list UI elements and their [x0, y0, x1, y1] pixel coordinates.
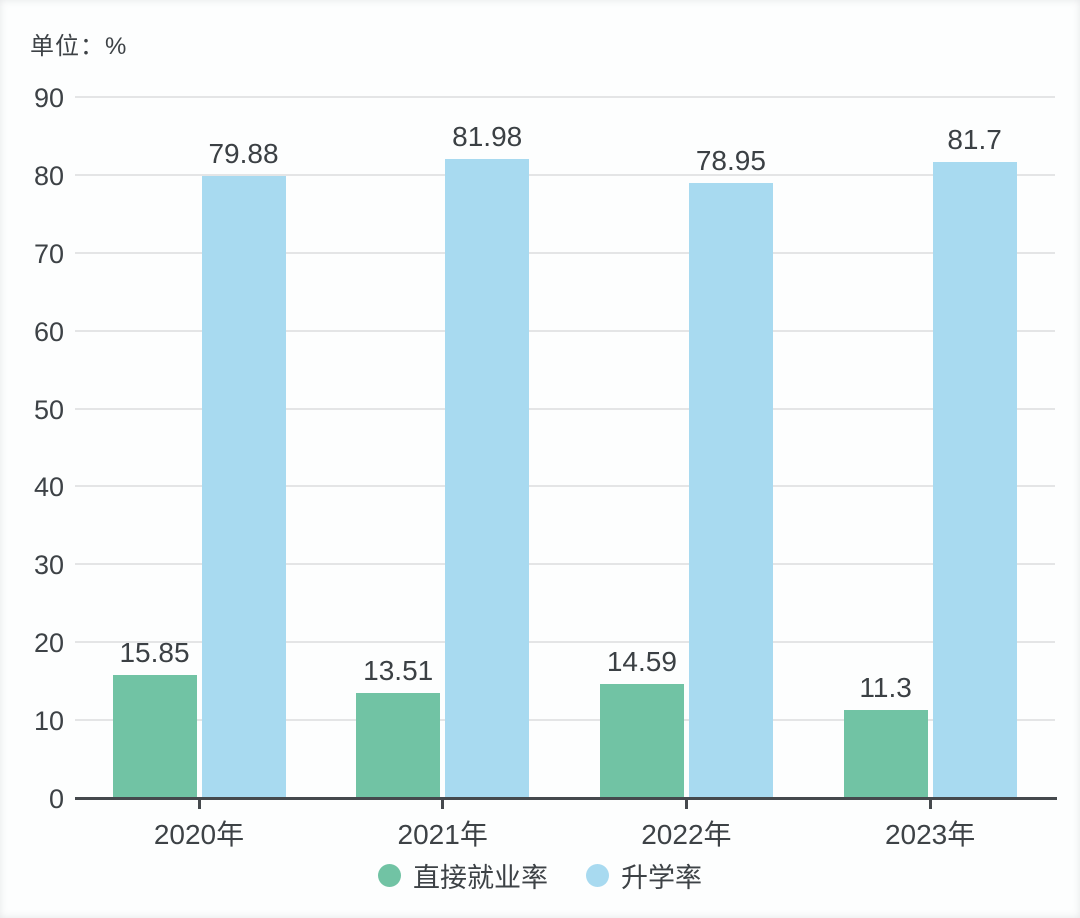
y-axis-tick-label: 60: [33, 316, 64, 347]
legend-item-升学率: 升学率: [586, 856, 702, 895]
gridline-40: [75, 485, 1055, 488]
x-axis-tick: [684, 799, 688, 809]
gridline-70: [75, 251, 1055, 254]
legend-label: 升学率: [621, 863, 702, 893]
y-axis-tick-label: 0: [48, 784, 64, 814]
gridline-10: [75, 719, 1055, 722]
bar-升学率-2022年: [688, 183, 773, 798]
bar-value-label: 81.7: [947, 123, 1002, 155]
bar-value-label: 15.85: [119, 636, 190, 668]
chart-legend: 直接就业率 升学率: [0, 856, 1080, 895]
y-axis-tick-label: 80: [33, 160, 64, 191]
gridline-30: [75, 563, 1055, 566]
bar-value-label: 11.3: [859, 671, 912, 703]
bar-value-label: 78.95: [695, 145, 766, 177]
gridline-90: [75, 96, 1055, 98]
x-axis-tick: [928, 799, 932, 809]
x-axis-tick: [197, 799, 201, 809]
x-axis-category-label: 2021年: [397, 819, 488, 850]
legend-label: 直接就业率: [413, 863, 548, 893]
y-axis-tick-label: 70: [33, 238, 64, 269]
gridline-50: [75, 407, 1055, 410]
bar-直接就业率-2022年: [599, 684, 684, 798]
bar-value-label: 81.98: [452, 121, 523, 153]
x-axis-tick: [441, 799, 445, 809]
gridline-60: [75, 329, 1055, 332]
bar-升学率-2020年: [201, 175, 286, 798]
bar-升学率-2023年: [932, 161, 1017, 798]
y-axis-tick-label: 40: [33, 472, 64, 503]
gridline-20: [75, 641, 1055, 644]
legend-item-直接就业率: 直接就业率: [378, 856, 548, 895]
x-axis-category-label: 2020年: [153, 819, 245, 850]
x-axis-category-label: 2023年: [884, 819, 976, 850]
gridline-80: [75, 173, 1055, 176]
y-axis-tick-label: 10: [33, 706, 64, 737]
unit-label: 单位：%: [30, 33, 128, 60]
legend-dot-icon: [586, 864, 609, 887]
x-axis-line: [75, 796, 1057, 800]
y-axis-tick-label: 30: [33, 550, 64, 581]
bar-value-label: 14.59: [606, 646, 677, 678]
bar-升学率-2021年: [445, 159, 530, 798]
bar-直接就业率-2020年: [112, 674, 197, 798]
y-axis-tick-label: 20: [33, 628, 64, 659]
bar-value-label: 79.88: [208, 137, 279, 169]
x-axis-category-label: 2022年: [641, 819, 732, 850]
bar-value-label: 13.51: [363, 654, 434, 686]
y-axis-tick-label: 90: [33, 83, 64, 113]
legend-dot-icon: [378, 864, 401, 887]
bar-直接就业率-2023年: [843, 709, 928, 798]
bar-直接就业率-2021年: [356, 692, 441, 798]
y-axis-tick-label: 50: [33, 394, 64, 425]
